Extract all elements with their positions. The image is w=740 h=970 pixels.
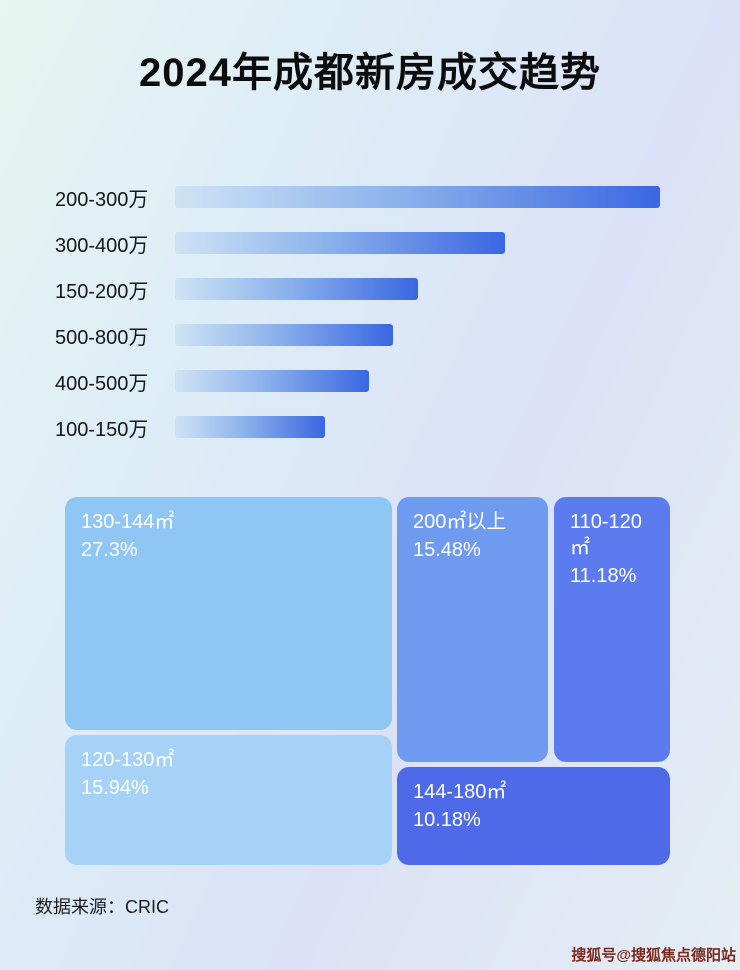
bar-label: 150-200万 — [55, 280, 149, 303]
treemap-block-label: 120-130㎡ — [81, 749, 175, 771]
bar-label: 100-150万 — [55, 418, 149, 441]
treemap-block: 130-144㎡ 27.3% — [65, 497, 392, 730]
bar-label: 300-400万 — [55, 234, 149, 257]
bar-label: 200-300万 — [55, 188, 149, 211]
watermark: 搜狐号@搜狐焦点德阳站 — [571, 947, 736, 964]
bar-track — [175, 278, 660, 300]
treemap-block-value: 27.3% — [81, 539, 138, 561]
page-title: 2024年成都新房成交趋势 — [139, 51, 601, 95]
bar — [175, 232, 505, 254]
treemap-block: 110-120㎡ 11.18% — [554, 497, 670, 762]
bar-track — [175, 232, 660, 254]
bar-row: 300-400万 — [55, 232, 660, 257]
bar-label: 500-800万 — [55, 326, 149, 349]
bar — [175, 416, 326, 438]
bar-row: 500-800万 — [55, 324, 660, 349]
price-range-bar-chart: 200-300万 300-400万 150-200万 500-800万 400-… — [55, 186, 660, 441]
treemap-block-label: 110-120㎡ — [570, 511, 642, 559]
bar-row: 200-300万 — [55, 186, 660, 211]
treemap-block-value: 11.18% — [570, 565, 637, 587]
bar-row: 150-200万 — [55, 278, 660, 303]
bar-track — [175, 186, 660, 208]
bar — [175, 186, 660, 208]
treemap-block: 144-180㎡ 10.18% — [397, 767, 670, 865]
bar — [175, 324, 394, 346]
data-source-label: 数据来源：CRIC — [35, 897, 169, 917]
treemap-block-value: 15.48% — [413, 539, 481, 561]
treemap-block-value: 10.18% — [413, 809, 481, 831]
bar — [175, 370, 369, 392]
bar-row: 100-150万 — [55, 416, 660, 441]
area-share-treemap: 130-144㎡ 27.3% 200㎡以上 15.48% 110-120㎡ 11… — [65, 497, 670, 865]
treemap-block-label: 144-180㎡ — [413, 781, 507, 803]
bar-label: 400-500万 — [55, 372, 149, 395]
treemap-block: 120-130㎡ 15.94% — [65, 735, 392, 865]
treemap-block-label: 200㎡以上 — [413, 511, 507, 533]
bar-track — [175, 370, 660, 392]
bar-track — [175, 324, 660, 346]
bar — [175, 278, 418, 300]
bar-row: 400-500万 — [55, 370, 660, 395]
treemap-block-label: 130-144㎡ — [81, 511, 175, 533]
treemap-block-value: 15.94% — [81, 777, 149, 799]
bar-track — [175, 416, 660, 438]
treemap-block: 200㎡以上 15.48% — [397, 497, 548, 762]
